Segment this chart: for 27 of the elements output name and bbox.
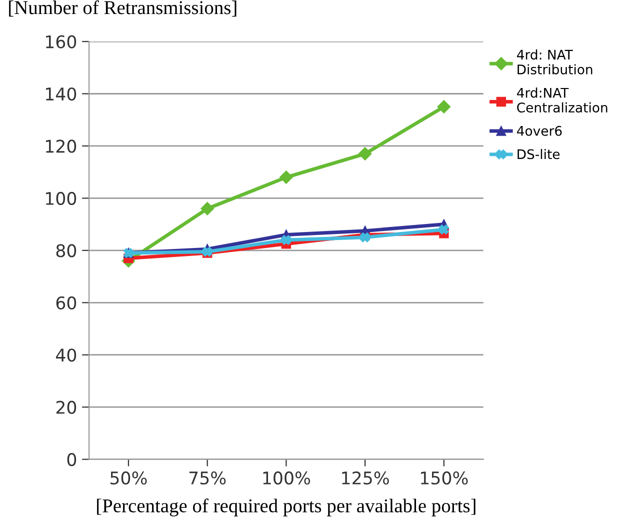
point	[437, 100, 451, 114]
point	[360, 232, 370, 242]
y-tick-label: 140	[46, 87, 76, 101]
y-tick-label: 20	[56, 400, 76, 414]
x-tick-label: 75%	[189, 471, 226, 485]
y-tick-label: 120	[46, 140, 76, 153]
x-tick-label: 50%	[110, 471, 147, 485]
x-tick-label: 150%	[421, 471, 468, 485]
x-tick-label: 125%	[342, 471, 389, 485]
point	[358, 147, 372, 160]
point	[200, 202, 214, 216]
x-axis-title: [Percentage of required ports per available ports]	[97, 498, 476, 516]
y-tick-label: 0	[67, 453, 76, 466]
point	[439, 224, 449, 234]
y-tick-label: 80	[56, 244, 76, 258]
legend-label: 4over6	[516, 126, 562, 136]
x-tick-label: 100%	[263, 471, 310, 485]
y-tick-label: 160	[46, 35, 76, 48]
legend-label: 4rd:NAT Centralization	[516, 88, 608, 113]
legend-label: DS-lite	[518, 148, 560, 160]
y-tick-label: 100	[46, 192, 76, 206]
y-tick-label: 60	[56, 296, 76, 310]
point	[280, 170, 293, 184]
y-axis-title: [Number of Retransmissions]	[9, 0, 236, 17]
point	[281, 235, 292, 245]
y-tick-label: 40	[56, 348, 76, 362]
legend-label: 4rd: NAT Distribution	[516, 49, 592, 74]
